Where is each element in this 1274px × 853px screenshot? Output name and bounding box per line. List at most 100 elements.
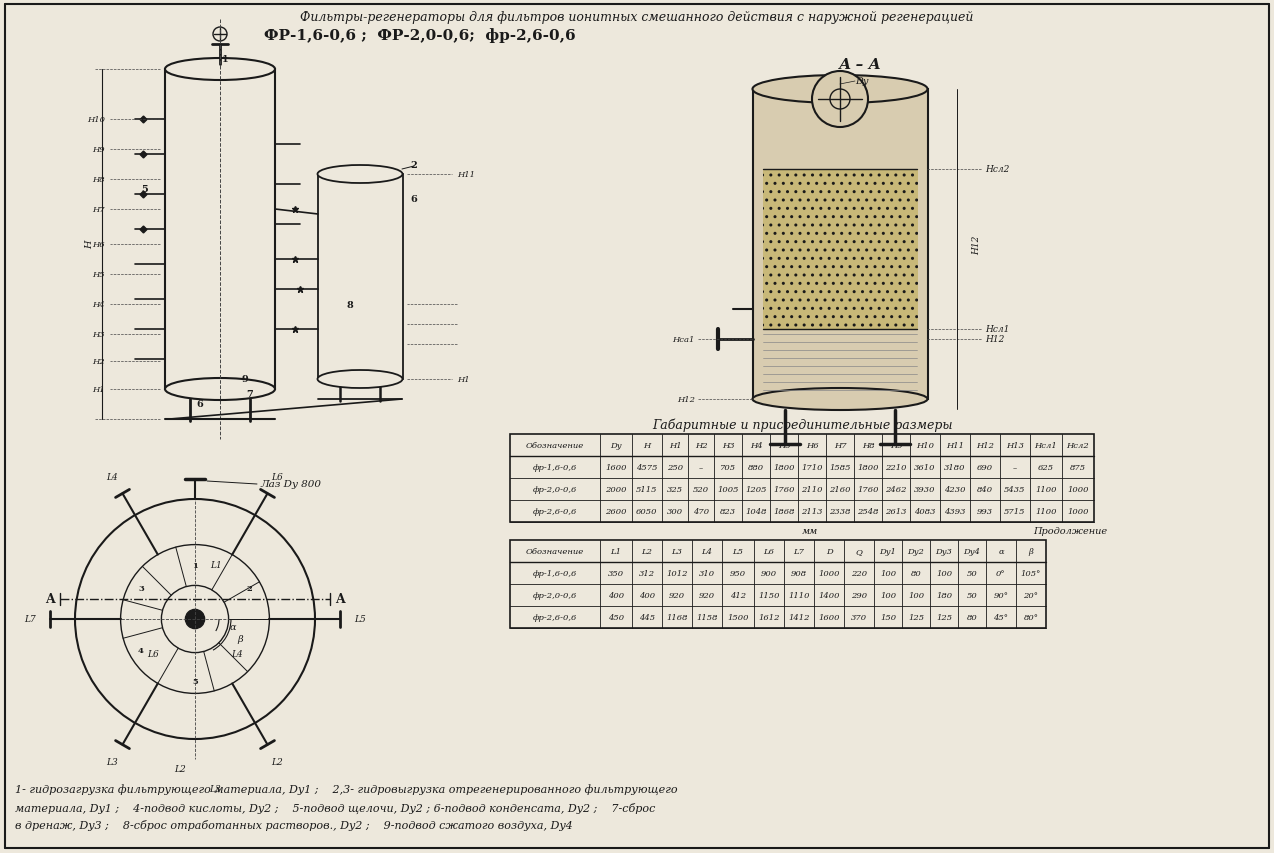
Text: 950: 950: [730, 569, 747, 577]
Text: ФР-1,6-0,6 ;  ФР-2,0-0,6;  фр-2,6-0,6: ФР-1,6-0,6 ; ФР-2,0-0,6; фр-2,6-0,6: [264, 28, 576, 44]
Text: Dy1: Dy1: [879, 548, 897, 555]
Text: 105°: 105°: [1020, 569, 1041, 577]
Text: α: α: [999, 548, 1004, 555]
Text: 5715: 5715: [1004, 508, 1026, 515]
Text: 5435: 5435: [1004, 485, 1026, 493]
Text: 250: 250: [666, 463, 683, 472]
Bar: [166, 70, 275, 390]
Text: Dy2: Dy2: [907, 548, 925, 555]
Text: 690: 690: [977, 463, 992, 472]
Text: H2: H2: [93, 357, 104, 366]
Text: D: D: [826, 548, 832, 555]
Text: фр-1,6-0,6: фр-1,6-0,6: [533, 463, 577, 472]
Text: фр-2,6-0,6: фр-2,6-0,6: [533, 613, 577, 621]
Text: 1800: 1800: [773, 463, 795, 472]
Text: H2: H2: [694, 442, 707, 450]
Text: –: –: [1013, 463, 1017, 472]
Text: 880: 880: [748, 463, 764, 472]
Text: 90°: 90°: [994, 591, 1009, 600]
Text: Обозначение: Обозначение: [526, 548, 583, 555]
Text: 1048: 1048: [745, 508, 767, 515]
Text: H12: H12: [972, 235, 981, 254]
Text: 50: 50: [967, 591, 977, 600]
Text: 1760: 1760: [773, 485, 795, 493]
Text: 220: 220: [851, 569, 868, 577]
Text: 920: 920: [669, 591, 685, 600]
Text: 4083: 4083: [915, 508, 935, 515]
Text: 370: 370: [851, 613, 868, 621]
Text: 1800: 1800: [857, 463, 879, 472]
Text: H1: H1: [93, 386, 104, 393]
Text: L6: L6: [271, 472, 283, 481]
Text: 312: 312: [640, 569, 655, 577]
Text: Обозначение: Обозначение: [526, 442, 583, 450]
Text: H13: H13: [1006, 442, 1024, 450]
Text: 3610: 3610: [915, 463, 935, 472]
Text: 1000: 1000: [1068, 485, 1089, 493]
Text: 5115: 5115: [636, 485, 657, 493]
Text: 412: 412: [730, 591, 747, 600]
Text: 4: 4: [138, 647, 144, 654]
Text: L5: L5: [733, 548, 744, 555]
Text: 1150: 1150: [758, 591, 780, 600]
Text: Hсл2: Hсл2: [1066, 442, 1089, 450]
Text: 1: 1: [192, 561, 197, 569]
Text: L2: L2: [642, 548, 652, 555]
Text: Hса1: Hса1: [673, 335, 696, 344]
Bar: [510, 434, 1094, 522]
Text: 1000: 1000: [818, 569, 840, 577]
Text: 1100: 1100: [1036, 508, 1056, 515]
Text: H: H: [85, 241, 94, 249]
Text: 1205: 1205: [745, 485, 767, 493]
Text: Q: Q: [856, 548, 862, 555]
Text: фр-2,6-0,6: фр-2,6-0,6: [533, 508, 577, 515]
Text: 5: 5: [192, 677, 197, 686]
Text: 1412: 1412: [789, 613, 810, 621]
Text: 310: 310: [699, 569, 715, 577]
Text: А – А: А – А: [838, 58, 882, 72]
Text: Габаритные и присоединительные размеры: Габаритные и присоединительные размеры: [652, 418, 952, 432]
Text: –: –: [699, 463, 703, 472]
Text: L5: L5: [354, 615, 366, 624]
Text: 1500: 1500: [727, 613, 749, 621]
Text: L3: L3: [107, 757, 118, 767]
Text: H4: H4: [93, 300, 104, 309]
Text: 5: 5: [141, 185, 148, 194]
Text: фр-1,6-0,6: фр-1,6-0,6: [533, 569, 577, 577]
Text: 45°: 45°: [994, 613, 1009, 621]
Text: 450: 450: [608, 613, 624, 621]
Text: 9: 9: [242, 375, 248, 384]
Text: H11: H11: [947, 442, 964, 450]
Text: 350: 350: [608, 569, 624, 577]
Text: 1612: 1612: [758, 613, 780, 621]
Text: 1- гидрозагрузка фильтрующего материала, Dy1 ;    2,3- гидровыгрузка отрегенерир: 1- гидрозагрузка фильтрующего материала,…: [15, 784, 678, 794]
Text: 325: 325: [666, 485, 683, 493]
Text: H5: H5: [93, 270, 104, 279]
Text: L1: L1: [210, 560, 222, 570]
Text: 2000: 2000: [605, 485, 627, 493]
Text: 2548: 2548: [857, 508, 879, 515]
Text: 625: 625: [1038, 463, 1054, 472]
Text: Hсл2: Hсл2: [985, 165, 1009, 174]
Text: в дренаж, Dy3 ;    8-сброс отработанных растворов., Dy2 ;    9-подвод сжатого во: в дренаж, Dy3 ; 8-сброс отработанных рас…: [15, 820, 573, 831]
Text: H9: H9: [889, 442, 902, 450]
Text: 150: 150: [880, 613, 896, 621]
Text: 2: 2: [410, 160, 417, 169]
Text: 4575: 4575: [636, 463, 657, 472]
Text: 4230: 4230: [944, 485, 966, 493]
Text: 520: 520: [693, 485, 710, 493]
Text: H12: H12: [985, 335, 1004, 344]
Text: 100: 100: [908, 591, 924, 600]
Text: 2113: 2113: [801, 508, 823, 515]
Text: фр-2,0-0,6: фр-2,0-0,6: [533, 591, 577, 600]
Circle shape: [812, 72, 868, 128]
Text: 290: 290: [851, 591, 868, 600]
Text: H3: H3: [93, 331, 104, 339]
Ellipse shape: [753, 389, 927, 410]
Text: H12: H12: [676, 396, 696, 403]
Ellipse shape: [317, 165, 403, 183]
Text: H12: H12: [976, 442, 994, 450]
Text: L3: L3: [209, 785, 220, 793]
Text: 470: 470: [693, 508, 710, 515]
Text: H11: H11: [457, 171, 475, 179]
